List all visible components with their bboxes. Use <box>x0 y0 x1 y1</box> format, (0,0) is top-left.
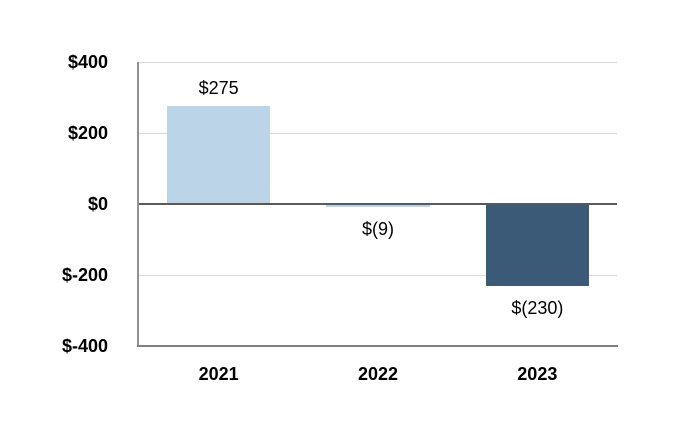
bar-2022 <box>326 204 430 208</box>
y-tick-label: $400 <box>67 52 108 72</box>
bar-2021 <box>166 106 271 204</box>
data-label-2022: $(9) <box>361 219 394 240</box>
y-tick-label: $0 <box>87 194 108 214</box>
bar-2023 <box>485 204 590 286</box>
zero-line <box>139 203 617 205</box>
x-axis: 2021 2022 2023 <box>139 363 617 385</box>
y-tick-label: $-200 <box>61 265 108 285</box>
y-tick-label: $200 <box>67 123 108 143</box>
x-tick-label-2021: 2021 <box>198 364 239 384</box>
x-tick-label-2022: 2022 <box>357 364 399 384</box>
plot-area: $275 $(9) $(230) <box>139 62 617 346</box>
gridline <box>139 133 617 134</box>
data-label-2021: $275 <box>198 78 239 99</box>
y-axis: $400 $200 $0 $-200 $-400 <box>30 52 108 356</box>
x-tick-label-2023: 2023 <box>517 364 558 384</box>
y-axis-line <box>137 62 139 347</box>
data-label-2023: $(230) <box>511 297 564 318</box>
x-axis-line <box>137 345 618 347</box>
y-tick-label: $-400 <box>61 336 108 356</box>
gridline <box>139 62 617 63</box>
gridline <box>139 275 617 276</box>
